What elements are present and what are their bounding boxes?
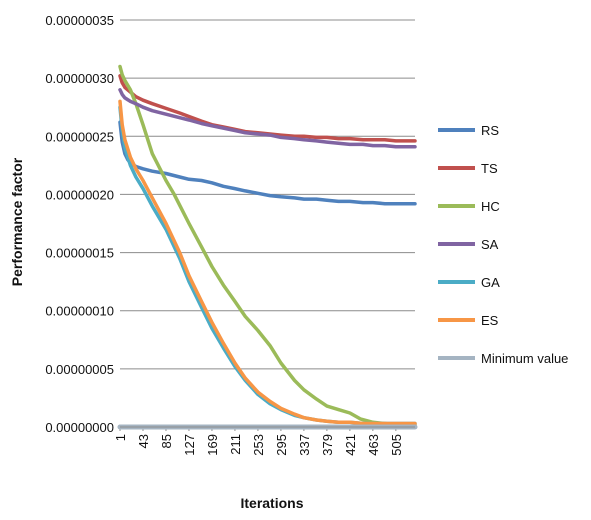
y-tick-label: 0.00000015 [45, 246, 114, 261]
y-axis-ticks: 0.00000000 0.00000005 0.00000010 0.00000015… [45, 13, 114, 435]
y-tick-label: 0.00000005 [45, 362, 114, 377]
legend-label: GA [481, 275, 500, 290]
legend-label: RS [481, 123, 499, 138]
x-axis-ticks: 1 43 85 127 169 211 253 295 337 379 421 463 505 [113, 427, 404, 456]
series-line-ts [118, 74, 417, 143]
y-tick-label: 0.00000030 [45, 71, 114, 86]
series-line-hc [118, 64, 417, 427]
x-tick-label: 169 [205, 434, 220, 456]
series-line-ga [118, 105, 417, 426]
x-tick-label: 211 [228, 434, 243, 455]
y-tick-label: 0.00000020 [45, 187, 114, 202]
series-line-sa [118, 88, 417, 149]
x-tick-label: 295 [274, 434, 289, 456]
x-tick-label: 85 [159, 434, 174, 448]
x-tick-label: 253 [251, 434, 266, 456]
series-line-es [118, 99, 417, 426]
x-tick-label: 1 [113, 434, 128, 441]
legend: RS TS HC SA GA ES Minimum value [438, 123, 568, 366]
x-tick-label: 43 [136, 434, 151, 448]
legend-label: TS [481, 161, 498, 176]
legend-label: Minimum value [481, 351, 568, 366]
x-axis-title: Iterations [240, 495, 303, 511]
y-axis-title: Performance factor [9, 157, 25, 286]
series-lines [117, 64, 418, 430]
x-tick-label: 421 [343, 434, 358, 456]
x-tick-label: 337 [297, 434, 312, 456]
x-tick-label: 379 [320, 434, 335, 456]
y-tick-label: 0.00000035 [45, 13, 114, 28]
legend-label: SA [481, 237, 499, 252]
legend-label: HC [481, 199, 500, 214]
x-tick-label: 463 [366, 434, 381, 456]
legend-label: ES [481, 313, 499, 328]
x-tick-label: 505 [389, 434, 404, 456]
y-tick-label: 0.00000025 [45, 129, 114, 144]
y-tick-label: 0.00000000 [45, 420, 114, 435]
x-tick-label: 127 [182, 434, 197, 456]
y-tick-label: 0.00000010 [45, 304, 114, 319]
